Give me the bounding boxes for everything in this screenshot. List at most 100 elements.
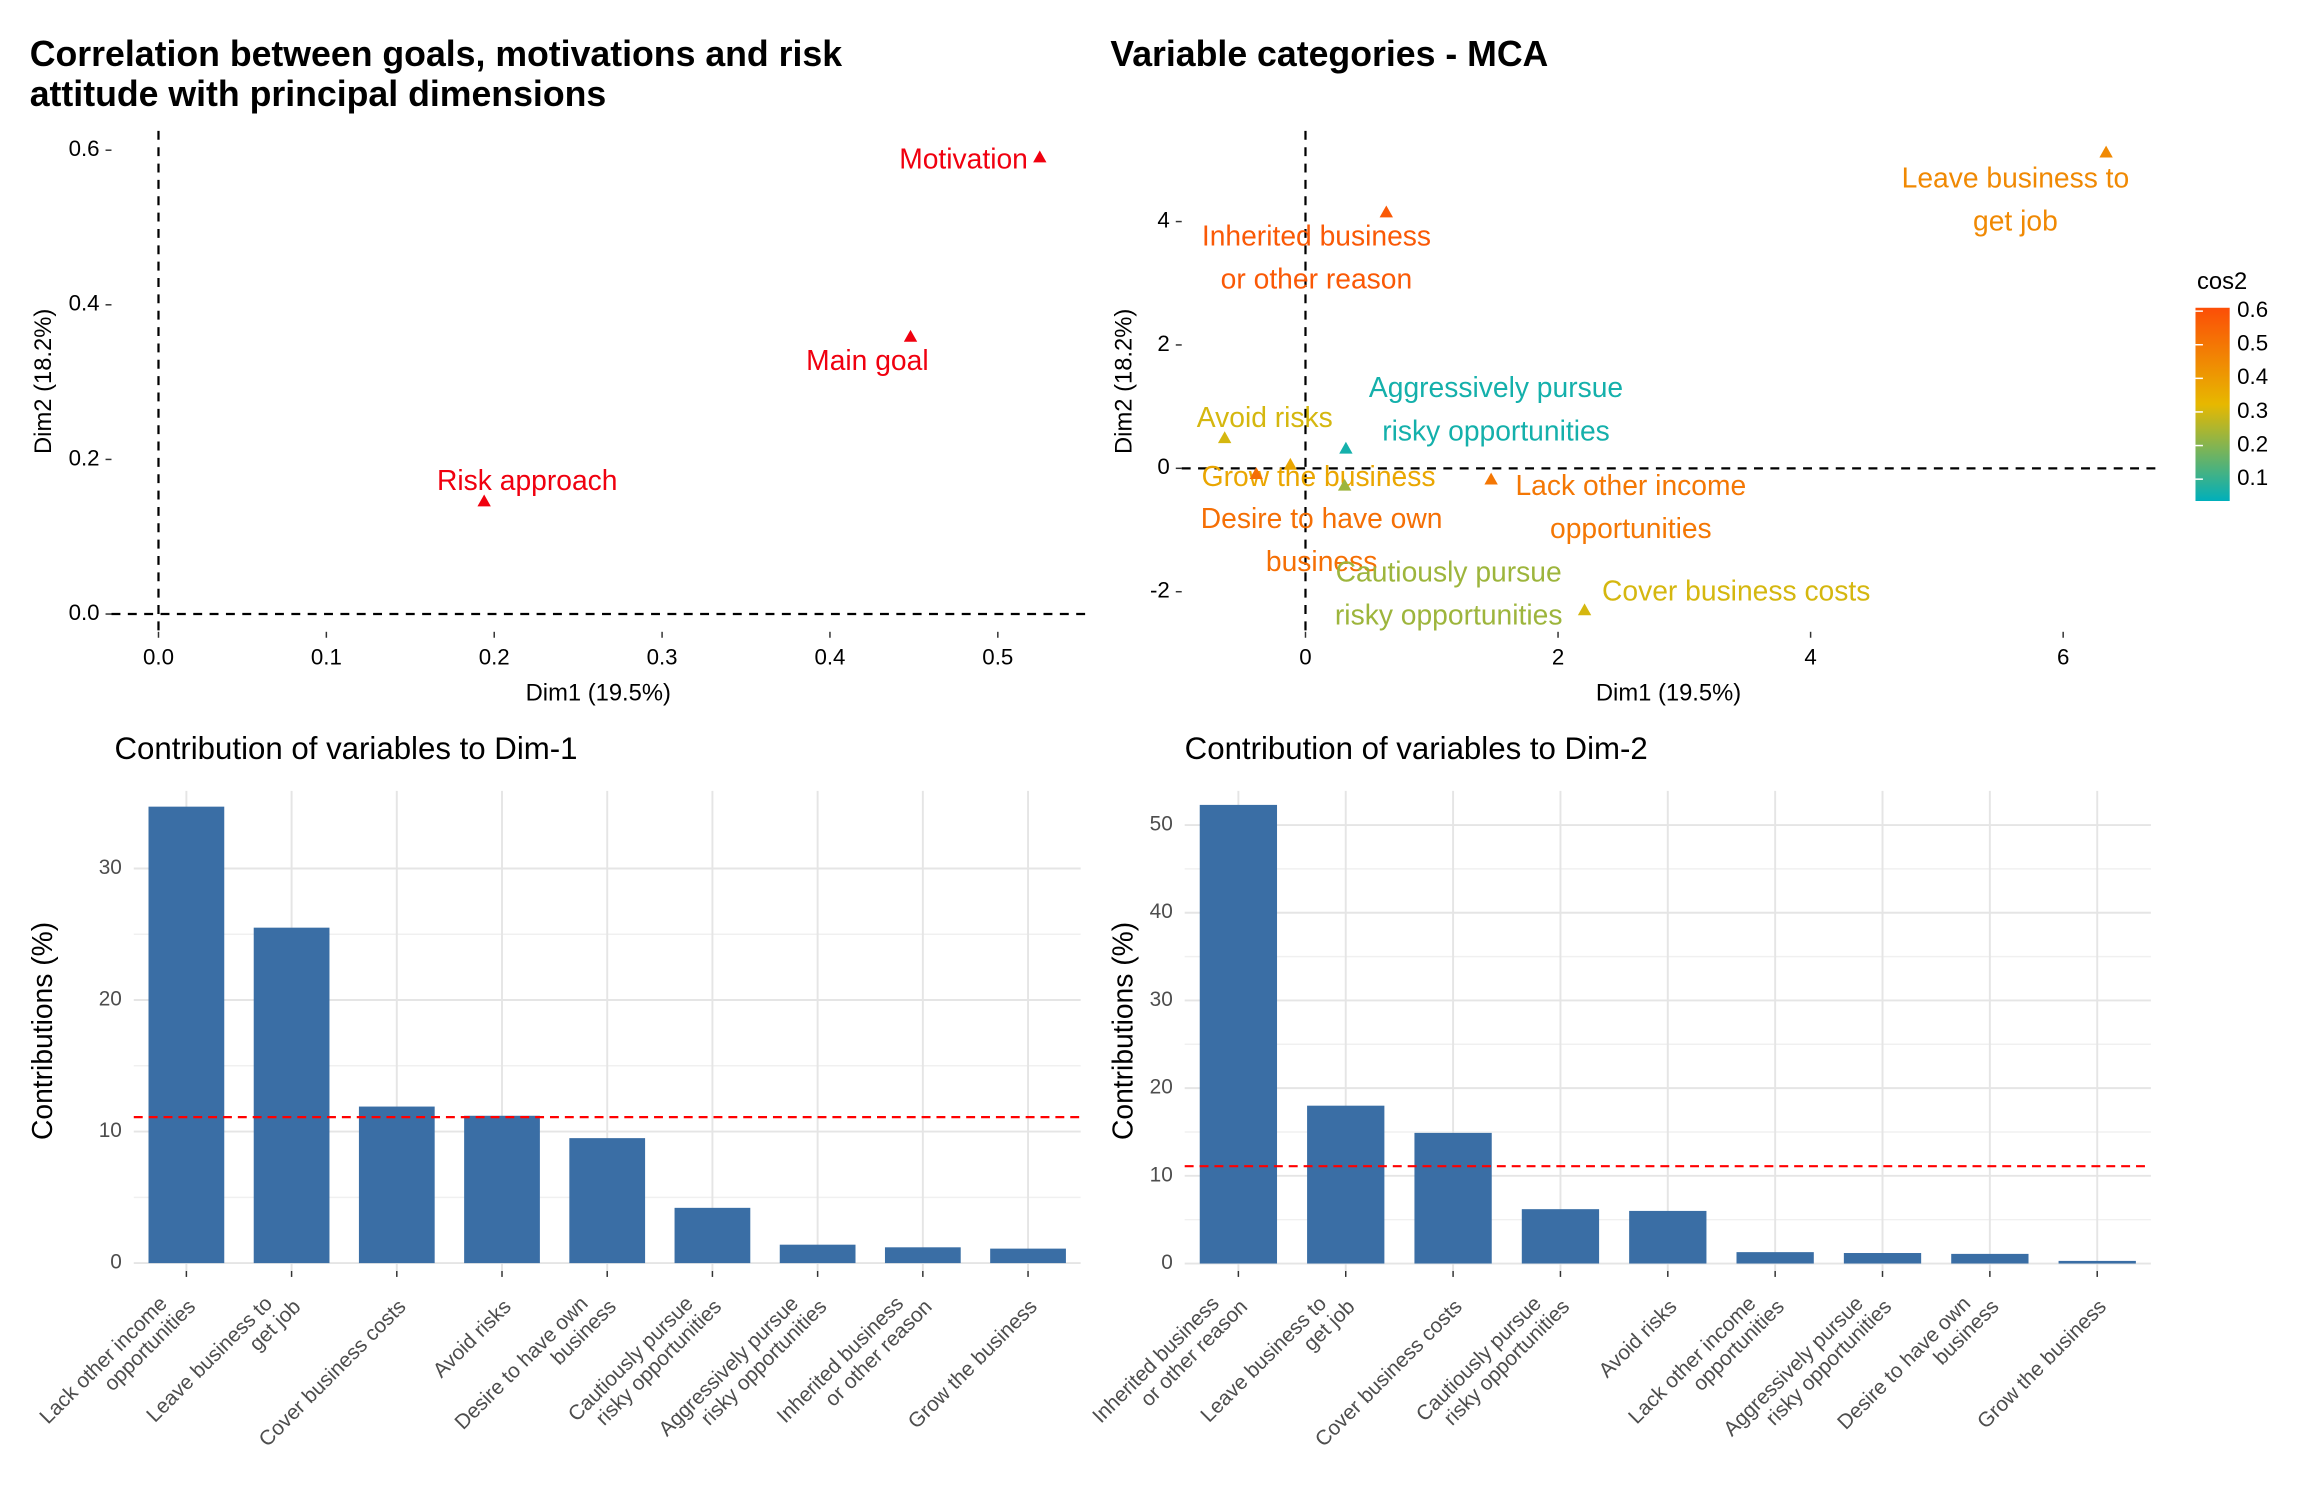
bar — [674, 1207, 751, 1264]
point — [1337, 478, 1352, 491]
bar — [1843, 1253, 1922, 1264]
point-label: Inherited business — [1202, 220, 1431, 252]
y-tick-label: 0.0 — [69, 600, 100, 625]
legend-tick-label: 0.2 — [2237, 431, 2268, 456]
y-tick-label: 0 — [1161, 1251, 1173, 1274]
y-tick-label: 0.2 — [69, 445, 100, 470]
y-axis-label: Dim2 (18.2%) — [1111, 309, 1138, 454]
x-tick-label: 4 — [1804, 644, 1816, 669]
y-axis-label: Contributions (%) — [26, 922, 58, 1140]
bar — [779, 1244, 856, 1264]
y-tick-label: 20 — [1150, 1076, 1173, 1099]
point — [1249, 467, 1263, 479]
point — [1577, 603, 1592, 616]
bar — [569, 1138, 646, 1264]
bar — [358, 1106, 435, 1264]
x-tick-label: Lack other incomeopportunities — [1624, 1279, 1789, 1444]
y-tick-label: 30 — [99, 856, 122, 879]
point — [1033, 150, 1047, 163]
legend-tick-label: 0.1 — [2237, 465, 2268, 490]
point-label: risky opportunities — [1382, 414, 1610, 446]
point-label: Avoid risks — [1197, 401, 1333, 433]
point — [1379, 205, 1393, 218]
chart-title: Contribution of variables to Dim-2 — [1185, 731, 1648, 766]
y-tick-label: 0 — [110, 1251, 122, 1274]
x-tick-label: 0.5 — [982, 644, 1013, 669]
x-axis-label: Dim1 (19.5%) — [526, 680, 671, 707]
point-label: Cautiously pursue — [1336, 555, 1562, 587]
x-tick-label: 0.0 — [143, 644, 174, 669]
point-label: Desire to have own — [1201, 502, 1443, 534]
x-tick-label: 2 — [1552, 644, 1564, 669]
point-label: risky opportunities — [1335, 598, 1563, 630]
y-tick-label: 40 — [1150, 900, 1173, 923]
x-tick-label: Lack other incomeopportunities — [35, 1279, 200, 1444]
legend-tick-label: 0.6 — [2237, 297, 2268, 322]
bar — [1521, 1209, 1600, 1264]
bar — [2058, 1260, 2136, 1264]
bar — [884, 1247, 961, 1264]
point-label: business — [1266, 545, 1377, 577]
y-tick-label: 20 — [99, 988, 122, 1011]
x-tick-label: 6 — [2057, 644, 2069, 669]
point — [477, 494, 491, 507]
y-tick-label: 0.6 — [69, 136, 100, 161]
bar — [1307, 1105, 1385, 1264]
point-label: Aggressively pursue — [1369, 371, 1623, 403]
point — [1484, 472, 1498, 485]
point-label: Grow the business — [1202, 460, 1436, 492]
y-axis-label: Contributions (%) — [1107, 922, 1139, 1140]
x-tick-label: Inherited businessor other reason — [1088, 1279, 1252, 1443]
point — [1339, 441, 1353, 454]
point-label: or other reason — [1221, 263, 1412, 295]
y-axis-label: Dim2 (18.2%) — [30, 309, 57, 454]
chart-title: attitude with principal dimensions — [30, 74, 607, 114]
point-label: Lack other income — [1515, 469, 1746, 501]
x-tick-label: 0 — [1299, 644, 1311, 669]
legend-tick-label: 0.4 — [2237, 364, 2268, 389]
y-tick-label: 0.4 — [69, 291, 100, 316]
bar — [1951, 1253, 2029, 1264]
point — [1217, 431, 1232, 444]
bar — [1736, 1252, 1814, 1264]
point-label: Cover business costs — [1602, 574, 1870, 606]
bar — [464, 1115, 540, 1264]
x-tick-label: 0.2 — [479, 644, 510, 669]
y-tick-label: 10 — [1150, 1163, 1173, 1186]
x-tick-label: 0.1 — [311, 644, 342, 669]
x-tick-label: 0.4 — [814, 644, 845, 669]
x-tick-label: Cautiously pursuerisky opportunities — [1411, 1279, 1573, 1441]
y-tick-label: 30 — [1150, 988, 1173, 1011]
bar — [148, 806, 225, 1264]
legend-title: cos2 — [2197, 268, 2247, 295]
x-tick-label: 0.3 — [647, 644, 678, 669]
y-tick-label: 4 — [1157, 207, 1169, 232]
chart-title: Contribution of variables to Dim-1 — [114, 731, 577, 766]
y-tick-label: 0 — [1157, 454, 1169, 479]
legend-tick-label: 0.5 — [2237, 331, 2268, 356]
y-tick-label: 2 — [1157, 331, 1169, 356]
legend-tick-label: 0.3 — [2237, 398, 2268, 423]
bar — [990, 1248, 1066, 1264]
x-tick-label: Desire to have ownbusiness — [450, 1279, 621, 1450]
point — [2099, 145, 2113, 158]
y-tick-label: 50 — [1150, 813, 1173, 836]
bar — [253, 927, 330, 1264]
point-label: Main goal — [806, 344, 928, 376]
point-label: opportunities — [1550, 512, 1712, 544]
point-label: Leave business to — [1902, 161, 2130, 193]
y-tick-label: -2 — [1150, 578, 1170, 603]
point — [903, 329, 918, 342]
color-bar — [2195, 307, 2230, 502]
chart-title: Variable categories - MCA — [1110, 34, 1548, 74]
bar — [1199, 804, 1278, 1264]
point-label: Risk approach — [437, 464, 617, 496]
x-axis-label: Dim1 (19.5%) — [1596, 680, 1741, 707]
chart-title: Correlation between goals, motivations a… — [30, 34, 843, 74]
y-tick-label: 10 — [99, 1119, 122, 1142]
point-label: get job — [1973, 204, 2058, 236]
point — [1283, 457, 1298, 470]
point-label: Motivation — [899, 142, 1028, 174]
